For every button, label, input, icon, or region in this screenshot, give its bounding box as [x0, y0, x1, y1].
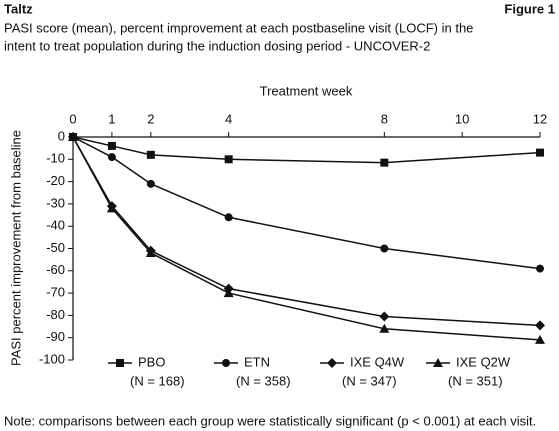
marker: [535, 334, 545, 344]
marker: [222, 359, 230, 367]
marker: [146, 179, 155, 188]
marker: [379, 323, 390, 333]
marker: [327, 358, 337, 368]
y-tick-label: -90: [46, 329, 65, 344]
marker: [379, 311, 390, 322]
marker: [380, 244, 389, 253]
legend-label: PBO: [138, 354, 165, 369]
y-tick-label: -10: [46, 151, 65, 166]
legend-n: (N = 351): [448, 373, 503, 388]
x-tick-label: 4: [225, 111, 232, 126]
marker: [116, 359, 124, 367]
x-tick-label: 12: [533, 111, 547, 126]
x-tick-label: 2: [147, 111, 154, 126]
marker: [536, 264, 544, 273]
legend-n: (N = 347): [342, 373, 397, 388]
brand: Taltz: [4, 1, 33, 16]
marker: [535, 320, 545, 331]
y-axis-label: PASI percent improvement from baseline: [8, 130, 23, 366]
marker: [224, 213, 233, 222]
chart-title: PASI score (mean), percent improvement a…: [4, 20, 473, 35]
y-tick-label: -80: [46, 307, 65, 322]
marker: [380, 158, 389, 167]
y-tick-label: -30: [46, 195, 65, 210]
y-tick-label: -40: [46, 218, 65, 233]
marker: [433, 358, 443, 367]
marker: [146, 150, 155, 159]
legend-label: ETN: [244, 354, 270, 369]
y-tick-label: -100: [39, 351, 65, 366]
series-line: [72, 136, 541, 270]
marker: [536, 148, 544, 157]
x-tick-label: 0: [69, 111, 76, 126]
marker: [68, 132, 78, 141]
legend-label: IXE Q2W: [456, 354, 511, 369]
legend-n: (N = 168): [130, 373, 185, 388]
legend-label: IXE Q4W: [350, 354, 405, 369]
marker: [145, 247, 156, 257]
x-tick-label: 8: [381, 111, 388, 126]
x-axis-label: Treatment week: [260, 83, 353, 98]
x-tick-label: 10: [455, 111, 469, 126]
marker: [106, 203, 117, 213]
y-tick-label: -70: [46, 285, 65, 300]
y-tick-label: -50: [46, 240, 65, 255]
marker: [223, 288, 234, 298]
series-line: [72, 136, 541, 327]
marker: [224, 155, 233, 164]
chart-title-line2: intent to treat population during the in…: [4, 38, 430, 53]
marker: [107, 153, 116, 162]
series-line: [72, 136, 541, 164]
legend-n: (N = 358): [236, 373, 291, 388]
y-tick-label: 0: [58, 128, 65, 143]
x-tick-label: 1: [108, 111, 115, 126]
figure-label: Figure 1: [504, 1, 555, 16]
series-line: [72, 136, 541, 341]
note: Note: comparisons between each group wer…: [4, 413, 536, 428]
y-tick-label: -60: [46, 262, 65, 277]
marker: [107, 141, 116, 150]
y-tick-label: -20: [46, 173, 65, 188]
